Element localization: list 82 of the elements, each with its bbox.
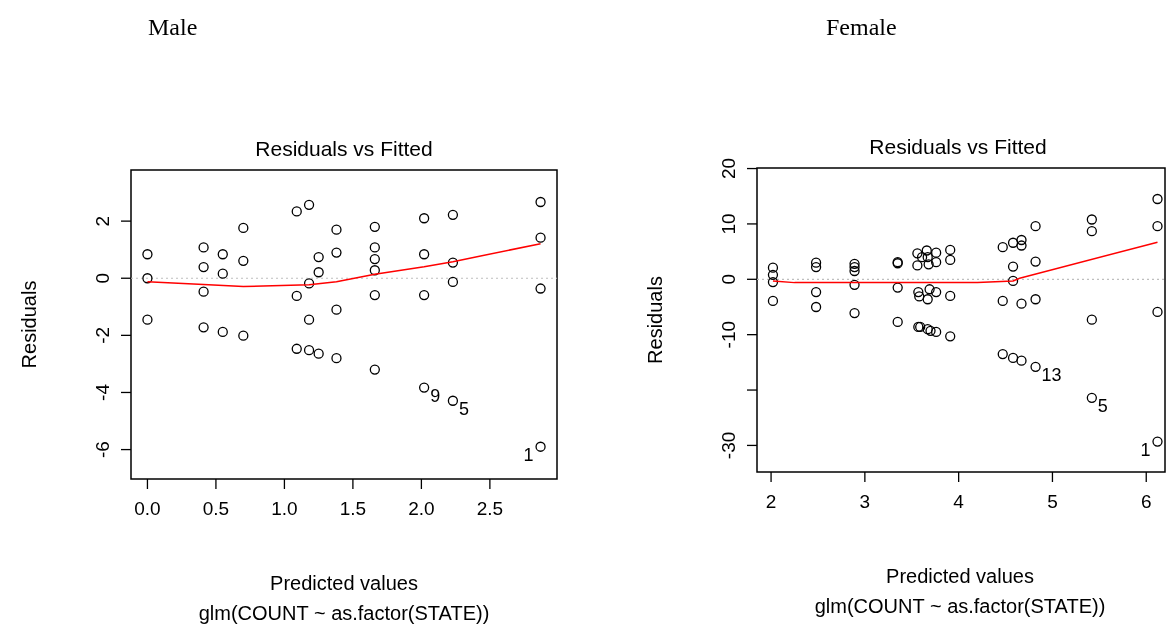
point	[313, 348, 324, 359]
x-tick-label: 6	[1140, 491, 1152, 512]
point	[369, 289, 380, 301]
y-tick-label: -30	[718, 431, 739, 460]
point	[303, 199, 315, 210]
point	[217, 249, 228, 260]
point	[198, 286, 209, 297]
annotation: 5	[1097, 395, 1108, 416]
x-tick-label: 0.0	[134, 498, 161, 519]
point	[447, 209, 459, 220]
point	[535, 441, 546, 452]
chart-title: Residuals vs Fitted	[255, 137, 433, 160]
y-tick-label: -4	[92, 383, 113, 401]
chart-title: Residuals vs Fitted	[869, 135, 1047, 158]
point	[303, 314, 315, 325]
x-tick-label: 1.5	[339, 498, 367, 519]
point	[217, 268, 228, 279]
point	[447, 395, 459, 406]
y-tick-label: 0	[92, 272, 113, 284]
point	[331, 353, 342, 364]
point	[291, 343, 302, 354]
y-tick-label: 10	[718, 213, 739, 235]
point	[238, 330, 249, 341]
chart-subtitle: Female	[826, 14, 897, 40]
point	[238, 255, 249, 266]
y-tick-label: -10	[718, 320, 739, 349]
y-tick-label: -2	[92, 326, 113, 344]
point	[369, 242, 380, 253]
point	[369, 253, 380, 265]
point	[418, 382, 430, 393]
point	[369, 265, 380, 276]
y-axis-title: Residuals	[644, 276, 666, 364]
point	[331, 304, 342, 315]
point	[198, 322, 209, 333]
x-tick-label: 4	[953, 491, 965, 512]
point	[142, 249, 153, 260]
point	[238, 222, 249, 234]
point	[313, 267, 324, 278]
point	[447, 276, 459, 288]
point	[142, 273, 153, 284]
x-tick-label: 2	[765, 491, 777, 512]
annotation: 9	[430, 385, 441, 406]
point	[535, 283, 546, 294]
point	[535, 232, 546, 243]
point	[303, 278, 315, 289]
point	[369, 364, 380, 375]
y-tick-label: 0	[718, 274, 739, 285]
x-axis-title: Predicted values	[886, 565, 1034, 587]
chart-subtitle: Male	[148, 14, 198, 40]
y-tick-label: 20	[718, 157, 739, 180]
point	[217, 326, 228, 338]
y-tick-label: 2	[92, 215, 113, 227]
point	[291, 290, 302, 302]
point	[198, 261, 209, 273]
point	[142, 314, 153, 325]
point	[313, 251, 324, 263]
x-tick-label: 2.0	[408, 498, 435, 519]
y-tick-label: -6	[92, 441, 113, 459]
point	[198, 242, 209, 253]
point	[291, 206, 302, 217]
x-tick-label: 2.5	[476, 498, 504, 519]
x-tick-label: 0.5	[202, 498, 230, 519]
x-tick-label: 1.0	[271, 498, 298, 519]
point	[331, 247, 342, 258]
x-tick-label: 3	[859, 491, 871, 512]
text: glm(COUNT ~ as.factor(STATE))	[198, 602, 490, 624]
text: glm(COUNT ~ as.factor(STATE))	[814, 595, 1106, 617]
annotation: 13	[1041, 364, 1062, 385]
point	[447, 257, 459, 268]
x-tick-label: 5	[1047, 491, 1058, 512]
point	[369, 221, 380, 232]
annotation: 5	[458, 398, 469, 419]
point	[535, 196, 546, 208]
annotation: 1	[1140, 439, 1151, 460]
x-axis-title: Predicted values	[270, 572, 418, 594]
point	[303, 345, 315, 356]
y-axis-title: Residuals	[18, 280, 40, 369]
point	[418, 213, 430, 224]
annotation: 1	[523, 444, 534, 465]
point	[418, 249, 430, 260]
point	[331, 224, 342, 235]
point	[418, 289, 430, 301]
